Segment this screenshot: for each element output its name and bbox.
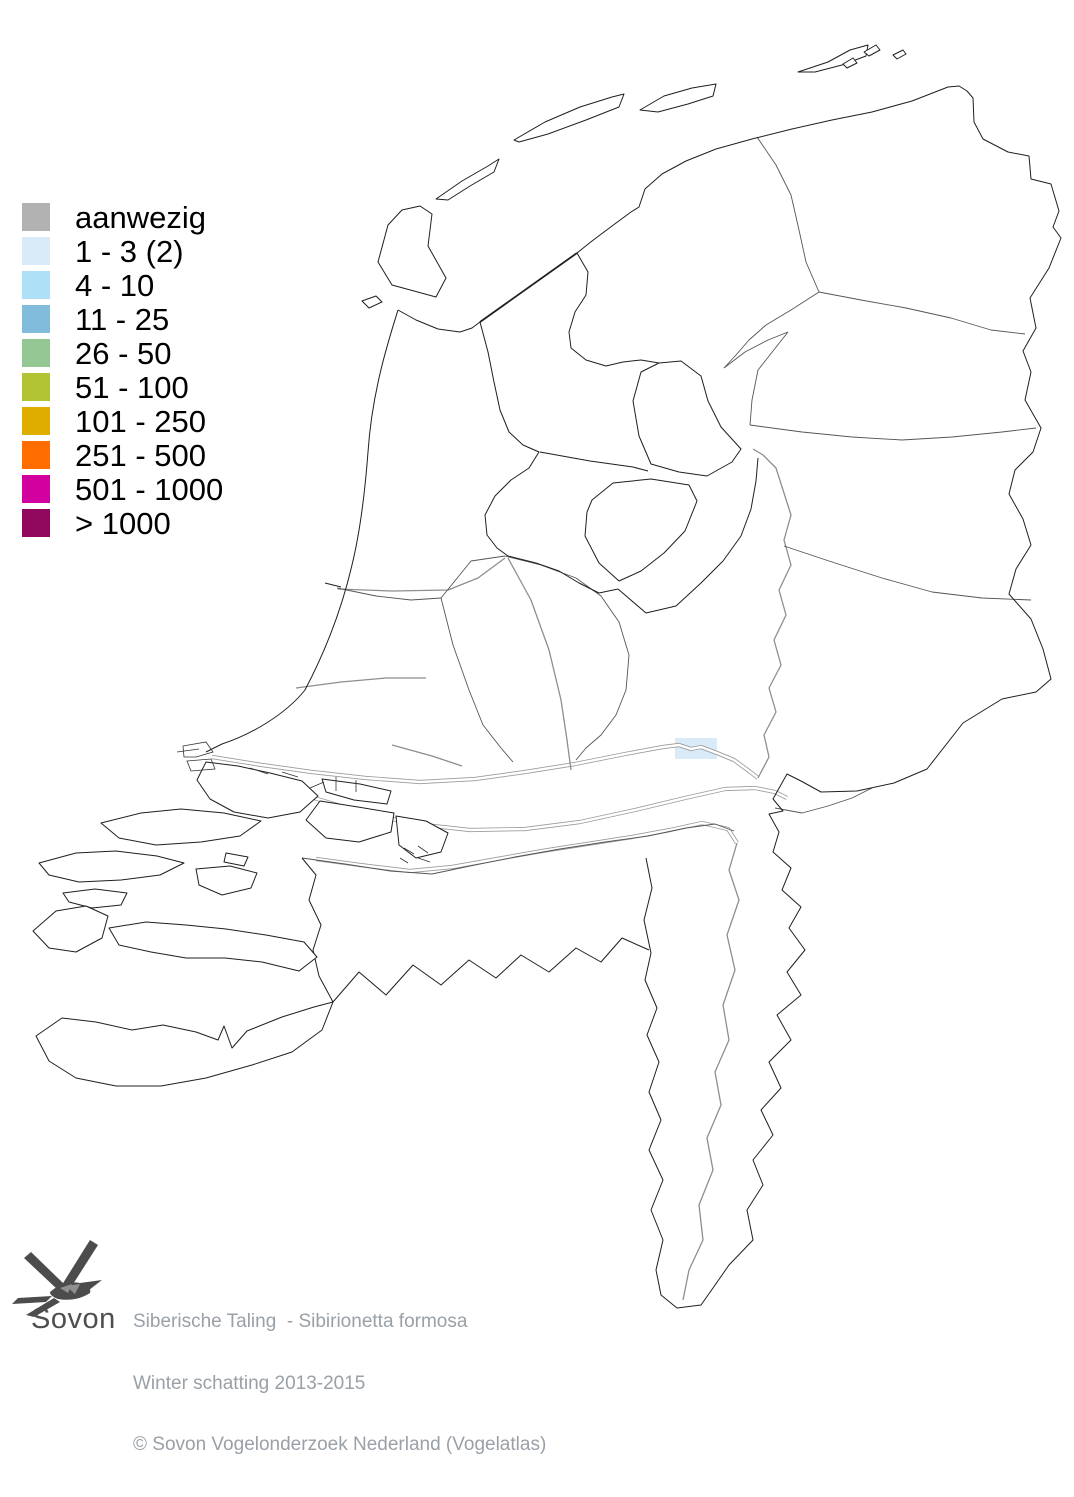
legend-label: 4 - 10 <box>75 267 155 303</box>
legend-label: > 1000 <box>75 505 171 541</box>
biesbosch-creeks <box>399 845 431 864</box>
caption-copyright: © Sovon Vogelonderzoek Nederland (Vogela… <box>133 1434 547 1455</box>
dikes <box>479 252 649 472</box>
texel <box>377 205 447 298</box>
legend-swatch <box>22 509 50 537</box>
legend-item: aanwezig <box>22 199 223 235</box>
legend-swatch <box>22 475 50 503</box>
netherlands-distribution-map <box>32 44 1062 1309</box>
afsluitdijk <box>479 252 578 323</box>
goeree-overflakkee <box>100 808 262 846</box>
rivers-narrow <box>295 448 792 1301</box>
eiland-van-dordrecht <box>395 815 449 859</box>
legend-label: 51 - 100 <box>75 369 189 405</box>
legend-item: 101 - 250 <box>22 403 223 439</box>
noordzeekanaal <box>337 557 506 592</box>
amsterdam-rijnkanaal <box>507 557 572 771</box>
sovon-logo-text: Sovon <box>31 1303 116 1335</box>
schouwen-duiveland <box>38 850 185 883</box>
coastline <box>205 85 1062 1309</box>
caption-species: Siberische Taling - Sibirionetta formosa <box>133 1311 468 1332</box>
zuid-beveland <box>108 921 318 972</box>
voorne-putten <box>196 761 319 819</box>
gooi-coast <box>507 555 619 594</box>
flevoland <box>584 478 698 582</box>
legend-swatch <box>22 441 50 469</box>
northholland-top <box>397 309 481 333</box>
tholen <box>195 865 258 896</box>
national-border-east <box>576 85 1062 1309</box>
legend-label: 101 - 250 <box>75 403 206 439</box>
legend-label: 26 - 50 <box>75 335 172 371</box>
west-coast <box>205 309 399 753</box>
legend-swatch <box>22 237 50 265</box>
legend-label: 501 - 1000 <box>75 471 224 507</box>
river-maas-limburg <box>682 842 740 1301</box>
belgium-border <box>301 857 650 1003</box>
legend-item: 26 - 50 <box>22 335 223 371</box>
province-borders <box>301 136 1037 875</box>
hoeksche-waard <box>305 800 395 843</box>
zeeuws-vlaanderen <box>35 1001 334 1087</box>
sint-philipsland <box>223 852 249 867</box>
hollandse-ijssel <box>391 744 463 767</box>
legend-label: 251 - 500 <box>75 437 206 473</box>
map-caption: Siberische Taling - Sibirionetta formosa… <box>133 1271 546 1497</box>
ijsselmonde <box>321 778 392 805</box>
islet-c <box>892 49 907 60</box>
oude-rijn <box>295 677 426 689</box>
map-page: aanwezig 1 - 3 (2) 4 - 10 11 - 25 26 - 5… <box>12 44 1062 1455</box>
legend-item: 1 - 3 (2) <box>22 233 223 269</box>
legend-swatch <box>22 339 50 367</box>
ijsselmeer-west-shore <box>479 321 540 557</box>
legend-item: 51 - 100 <box>22 369 223 405</box>
delta-islands <box>32 761 449 1087</box>
noordoostpolder <box>632 360 742 477</box>
terschelling <box>513 93 625 143</box>
legend-item: 251 - 500 <box>22 437 223 473</box>
vlieland <box>435 158 500 201</box>
islet-b <box>863 44 881 57</box>
caption-season: Winter schatting 2013-2015 <box>133 1372 366 1394</box>
legend-swatch <box>22 407 50 435</box>
houtribdijk <box>539 451 649 472</box>
legend-swatch <box>22 305 50 333</box>
legend-item: 4 - 10 <box>22 267 223 303</box>
legend-label: aanwezig <box>75 199 206 235</box>
legend: aanwezig 1 - 3 (2) 4 - 10 11 - 25 26 - 5… <box>22 199 224 543</box>
maasvlakte <box>176 741 216 772</box>
walcheren <box>32 905 109 953</box>
noord-beveland <box>62 888 128 909</box>
randmeren-coast <box>617 457 759 614</box>
schiermonnikoog <box>797 44 869 73</box>
harbour-details <box>176 741 431 864</box>
legend-item: 501 - 1000 <box>22 471 224 507</box>
polders <box>584 360 742 582</box>
legend-label: 1 - 3 (2) <box>75 233 184 269</box>
legend-item: 11 - 25 <box>22 301 223 337</box>
legend-label: 11 - 25 <box>75 301 170 337</box>
wadden-islands <box>361 44 907 309</box>
legend-swatch <box>22 271 50 299</box>
sovon-logo-swallow-icon <box>12 1240 102 1317</box>
legend-swatch <box>22 203 50 231</box>
ameland <box>639 83 717 113</box>
legend-swatch <box>22 373 50 401</box>
islet-a <box>842 57 858 69</box>
ijmuiden-pier <box>324 582 342 588</box>
rotterdam-channels <box>249 767 357 792</box>
friesland-ijsselmeer-shore <box>568 252 660 367</box>
legend-item: > 1000 <box>22 505 223 541</box>
river-ijssel <box>752 448 792 779</box>
noorderhaaks <box>361 295 383 309</box>
